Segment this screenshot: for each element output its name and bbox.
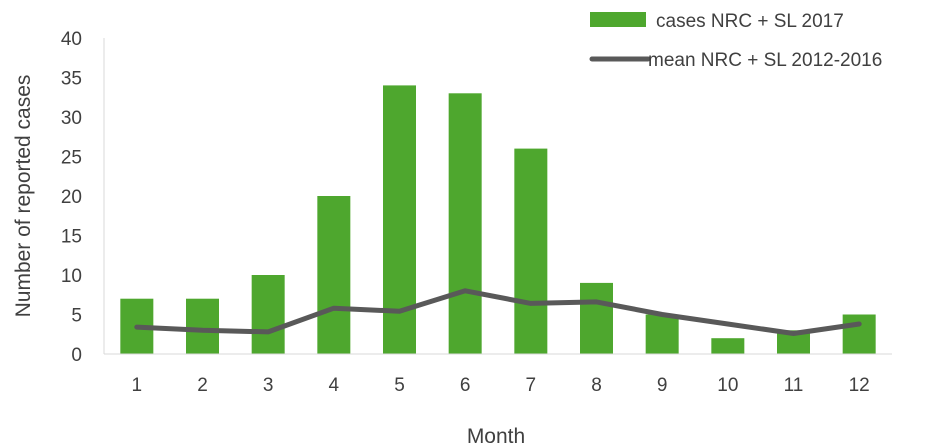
legend-bar-swatch	[590, 12, 646, 27]
legend: cases NRC + SL 2017 mean NRC + SL 2012-2…	[589, 11, 882, 71]
y-tick-label: 20	[61, 187, 82, 208]
x-tick-label: 4	[329, 375, 340, 396]
x-tick-label: 8	[591, 375, 602, 396]
bar	[186, 298, 219, 354]
x-tick-label: 12	[849, 375, 870, 396]
bar	[842, 314, 876, 354]
x-axis-title: Month	[467, 425, 525, 448]
y-tick-labels: 0 5 10 15 20 25 30 35 40	[61, 29, 82, 366]
bar	[251, 275, 285, 354]
bar	[514, 148, 548, 354]
x-tick-label: 2	[197, 375, 208, 396]
x-tick-label: 6	[460, 375, 471, 396]
y-tick-label: 30	[61, 108, 82, 129]
bar	[580, 282, 613, 354]
bar	[448, 93, 482, 355]
x-tick-label: 7	[526, 375, 537, 396]
x-tick-label: 3	[263, 375, 274, 396]
y-tick-label: 0	[71, 345, 82, 366]
y-tick-label: 40	[61, 29, 82, 50]
x-tick-labels: 1 2 3 4 5 6 7 8 9 10 11 12	[132, 375, 870, 396]
bar	[777, 330, 810, 354]
x-tick-label: 11	[784, 375, 804, 396]
y-tick-label: 5	[71, 306, 82, 327]
y-tick-label: 15	[61, 227, 82, 248]
legend-line-label: mean NRC + SL 2012-2016	[648, 50, 882, 71]
bars-layer	[120, 85, 876, 355]
y-tick-label: 10	[61, 266, 82, 287]
y-tick-label: 35	[61, 69, 82, 90]
x-tick-label: 5	[394, 375, 405, 396]
x-tick-label: 1	[132, 375, 143, 396]
line-layer	[134, 288, 862, 336]
series-line	[134, 288, 862, 336]
y-tick-label: 25	[61, 148, 82, 169]
bar	[711, 338, 745, 354]
bar	[645, 314, 679, 354]
y-axis-title: Number of reported cases	[12, 75, 35, 318]
x-tick-label: 10	[717, 375, 738, 396]
bar	[317, 196, 351, 354]
x-tick-label: 9	[657, 375, 668, 396]
legend-bar-label: cases NRC + SL 2017	[656, 11, 844, 32]
